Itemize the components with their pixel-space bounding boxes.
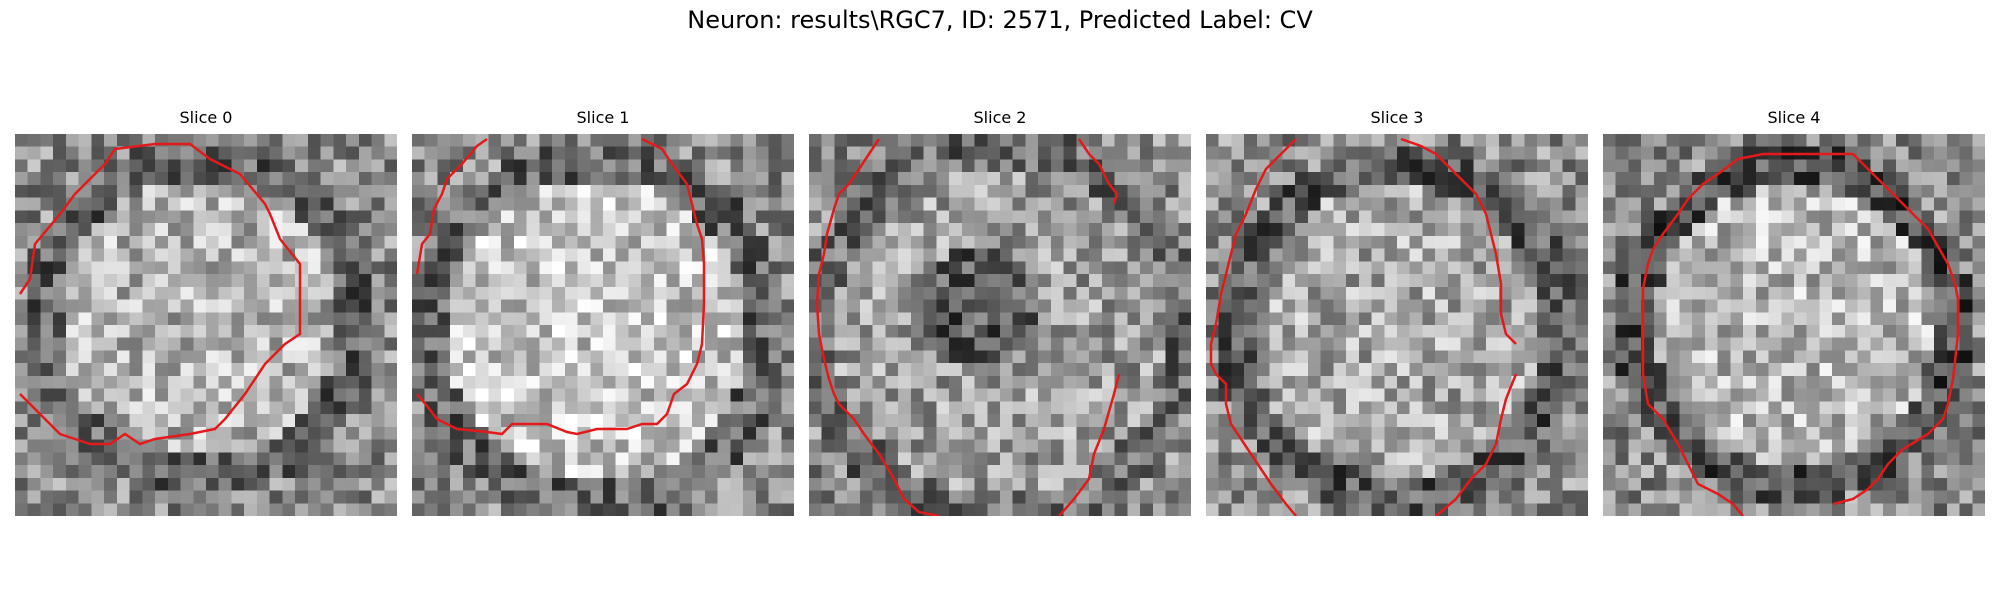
slice-3-title: Slice 3 xyxy=(1370,108,1424,127)
slice-0-title: Slice 0 xyxy=(179,108,233,127)
slice-4-image xyxy=(1603,134,1985,516)
figure-title: Neuron: results\RGC7, ID: 2571, Predicte… xyxy=(687,6,1313,34)
slice-2-contour-c xyxy=(1058,373,1121,516)
slice-4-contour xyxy=(1737,152,1960,506)
slice-0-contour xyxy=(18,142,302,446)
slice-1-image xyxy=(412,134,794,516)
slice-1-contour xyxy=(415,137,488,275)
slice-4-contour-b xyxy=(1641,158,1744,516)
slice-1-title: Slice 1 xyxy=(576,108,630,127)
slice-3-image xyxy=(1206,134,1588,516)
slice-2-image xyxy=(809,134,1191,516)
slice-2-title: Slice 2 xyxy=(973,108,1027,127)
slice-3-contour xyxy=(1209,138,1297,516)
slice-1-contour-b xyxy=(416,137,706,436)
slice-4-title: Slice 4 xyxy=(1767,108,1821,127)
slice-3-contour-b xyxy=(1400,137,1517,345)
slice-0-image xyxy=(15,134,397,516)
slice-2-contour xyxy=(815,138,940,516)
slice-3-contour-c xyxy=(1435,373,1518,516)
slice-2-contour-b xyxy=(1077,138,1119,205)
